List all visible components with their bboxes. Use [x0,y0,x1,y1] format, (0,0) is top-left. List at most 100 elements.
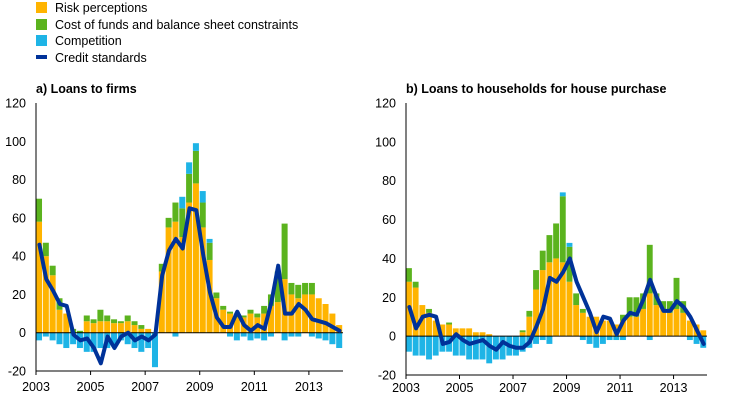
y-tick-label: 40 [12,250,26,264]
x-tick-label: 2013 [295,380,323,394]
y-tick-label: -20 [378,369,396,383]
bar-competition [546,336,553,344]
bar-risk [660,308,667,337]
bar-risk [579,312,586,337]
bar-risk [466,328,473,337]
bar-competition [240,332,247,337]
bar-competition [620,336,626,341]
bar-risk [620,320,626,337]
bar-group [36,143,343,368]
bar-risk [626,316,633,337]
bar-funds [220,305,227,310]
bar-risk [36,221,43,333]
bar-risk [247,313,254,333]
legend-swatch-competition [36,35,47,46]
bar-competition [247,332,254,341]
bar-competition [308,332,315,337]
legend-item-competition: Competition [36,33,298,50]
legend: Risk perceptions Cost of funds and balan… [36,0,298,66]
bar-competition [97,332,104,349]
bar-funds [633,297,640,317]
bar-risk [700,330,707,337]
x-tick-label: 2013 [660,381,688,395]
bar-risk [124,321,131,333]
bar-competition [519,336,526,352]
x-tick-label: 2011 [241,380,268,394]
bar-risk [302,294,309,333]
bar-risk [179,237,186,333]
panel-title-firms: a) Loans to firms [36,82,137,96]
bar-risk [90,323,97,333]
bar-competition [42,332,49,337]
bar-competition [233,332,240,341]
bar-funds [76,330,83,333]
bar-funds [666,301,673,313]
x-tick-label: 2009 [553,381,581,395]
bar-risk [274,302,281,333]
bar-competition [539,336,546,341]
bar-competition [90,332,97,352]
y-tick-label: 100 [5,135,26,149]
bar-risk [566,281,573,337]
bar-competition [295,332,302,337]
bar-risk [653,305,660,337]
bar-risk [586,316,593,337]
bar-competition [36,332,43,341]
bar-funds [281,223,288,280]
bar-funds [158,263,165,272]
bar-funds [426,308,432,313]
bar-funds [446,322,453,325]
y-tick-label: 20 [12,288,26,302]
legend-label-competition: Competition [55,34,122,48]
bar-risk [220,309,227,333]
bar-competition [533,336,539,344]
bar-risk [472,332,479,337]
bar-risk [553,258,560,337]
bar-funds [247,309,254,314]
bar-funds [406,268,412,282]
bar-competition [179,196,186,209]
bar-risk [646,293,653,337]
bar-risk [322,304,329,333]
bar-risk [199,227,206,333]
legend-swatch-cost-of-funds [36,18,47,30]
bar-competition [566,242,573,247]
bar-competition [151,332,158,368]
y-tick-label: 80 [382,174,396,188]
bar-competition [261,332,268,341]
x-tick-label: 2003 [392,381,420,395]
bar-risk [526,316,533,337]
bar-competition [83,332,90,352]
bar-funds [519,330,526,333]
bar-risk [295,298,302,333]
y-tick-label: 40 [382,252,396,266]
bar-funds [111,319,118,324]
bar-competition [479,336,486,360]
bar-competition [206,238,213,243]
bar-funds [412,281,419,288]
bar-competition [579,336,586,341]
y-tick-label: 80 [12,173,26,187]
bar-competition [466,336,473,360]
bar-competition [419,336,426,356]
bar-risk [459,328,466,337]
bar-competition [124,332,131,345]
bar-risk [117,323,124,333]
bar-competition [606,336,613,341]
bar-risk [673,308,680,337]
x-tick-label: 2005 [77,380,105,394]
series-line-credit-standards [37,206,342,366]
bar-competition [281,332,288,341]
bar-competition [227,332,234,337]
legend-label-risk-perceptions: Risk perceptions [55,1,148,15]
y-tick-label: -20 [8,365,26,379]
bar-risk [680,312,687,337]
bar-funds [42,242,49,257]
bar-risk [432,320,439,337]
bar-risk [329,313,336,333]
bar-competition [499,336,506,360]
bar-competition [315,332,322,339]
bar-risk [145,328,152,333]
bar-risk [131,325,138,333]
